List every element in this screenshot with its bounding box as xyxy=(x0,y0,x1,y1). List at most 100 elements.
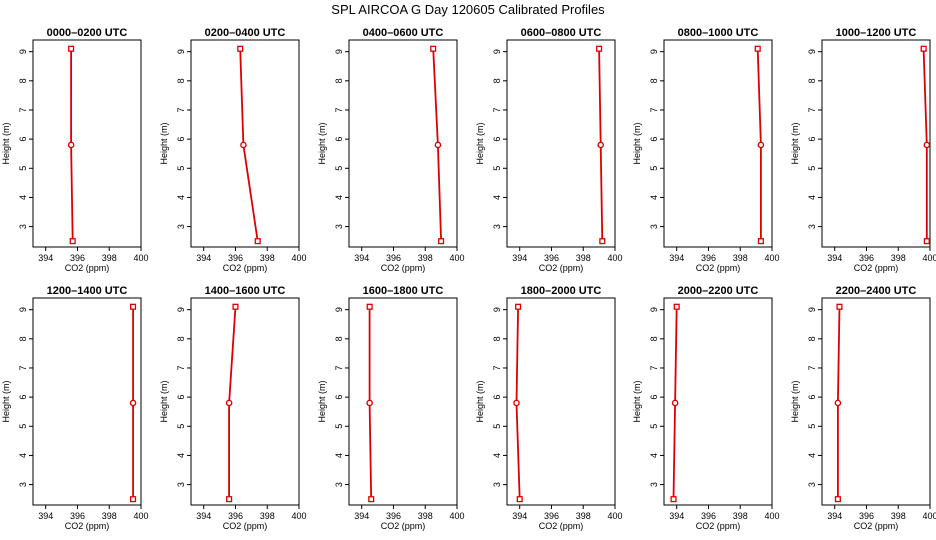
y-tick-label: 6 xyxy=(18,137,28,142)
y-tick-label: 3 xyxy=(18,224,28,229)
profile-point xyxy=(130,496,137,503)
y-tick-label: 4 xyxy=(18,195,28,200)
plot-frame xyxy=(190,297,300,506)
y-tick-label: 6 xyxy=(649,137,659,142)
profile-panel: 0200–0400 UTC 394 396 398 400 3 4 5 6 7 8 9 CO2 (ppm… xyxy=(159,27,307,273)
y-tick-label: 5 xyxy=(807,166,817,171)
x-tick-label: 394 xyxy=(38,511,53,521)
x-tick-label: 394 xyxy=(354,511,369,521)
y-tick-label: 5 xyxy=(334,424,344,429)
x-tick-label: 398 xyxy=(891,253,906,263)
profile-point xyxy=(596,45,603,52)
x-tick-label: 398 xyxy=(576,253,591,263)
x-tick-label: 400 xyxy=(922,511,936,521)
y-axis-label: Height (m) xyxy=(475,380,485,422)
profile-point xyxy=(67,141,75,149)
y-tick-label: 9 xyxy=(807,307,817,312)
y-axis-label: Height (m) xyxy=(317,122,327,164)
profile-point xyxy=(597,141,605,149)
y-tick-label: 9 xyxy=(492,49,502,54)
y-tick-label: 3 xyxy=(18,482,28,487)
profile-point xyxy=(225,399,233,407)
y-tick-label: 4 xyxy=(492,453,502,458)
y-axis-label: Height (m) xyxy=(159,122,169,164)
x-tick-label: 396 xyxy=(386,511,401,521)
y-tick-label: 4 xyxy=(18,453,28,458)
y-tick-label: 8 xyxy=(492,78,502,83)
y-tick-label: 7 xyxy=(334,107,344,112)
y-axis-label: Height (m) xyxy=(632,122,642,164)
y-tick-label: 5 xyxy=(18,166,28,171)
x-tick-label: 396 xyxy=(859,253,874,263)
x-axis-label: CO2 (ppm) xyxy=(854,263,899,273)
y-tick-label: 5 xyxy=(492,166,502,171)
x-axis-label: CO2 (ppm) xyxy=(539,521,584,531)
y-tick-label: 7 xyxy=(492,107,502,112)
plot-frame xyxy=(663,39,773,248)
y-tick-label: 8 xyxy=(492,336,502,341)
profile-point xyxy=(226,496,233,503)
y-tick-label: 6 xyxy=(649,395,659,400)
y-tick-label: 6 xyxy=(807,395,817,400)
x-tick-label: 396 xyxy=(701,253,716,263)
y-tick-label: 5 xyxy=(176,424,186,429)
x-axis-label: CO2 (ppm) xyxy=(223,263,268,273)
y-tick-label: 9 xyxy=(334,307,344,312)
x-tick-label: 396 xyxy=(228,511,243,521)
y-tick-label: 9 xyxy=(18,307,28,312)
y-tick-label: 4 xyxy=(334,195,344,200)
y-tick-label: 8 xyxy=(334,78,344,83)
y-tick-label: 5 xyxy=(649,424,659,429)
x-tick-label: 400 xyxy=(764,511,779,521)
y-tick-label: 3 xyxy=(492,482,502,487)
panel-title: 2200–2400 UTC xyxy=(836,285,917,297)
x-tick-label: 398 xyxy=(102,253,117,263)
profile-panel: 1000–1200 UTC 394 396 398 400 3 4 5 6 7 8 9 CO2 (ppm… xyxy=(790,27,936,273)
y-tick-label: 8 xyxy=(18,336,28,341)
profile-point xyxy=(599,238,606,245)
profile-point xyxy=(430,45,437,52)
y-axis-label: Height (m) xyxy=(632,380,642,422)
profile-panel: 1800–2000 UTC 394 396 398 400 3 4 5 6 7 8 9 CO2 (ppm… xyxy=(475,285,623,531)
y-tick-label: 7 xyxy=(176,365,186,370)
plot-frame xyxy=(663,297,773,506)
y-tick-label: 7 xyxy=(807,107,817,112)
y-tick-label: 8 xyxy=(176,336,186,341)
panel-title: 1200–1400 UTC xyxy=(47,285,128,297)
y-tick-label: 8 xyxy=(176,78,186,83)
x-tick-label: 400 xyxy=(607,511,622,521)
y-tick-label: 4 xyxy=(334,453,344,458)
x-tick-label: 400 xyxy=(607,253,622,263)
y-tick-label: 9 xyxy=(334,49,344,54)
x-tick-label: 398 xyxy=(733,253,748,263)
y-tick-label: 8 xyxy=(807,336,817,341)
x-tick-label: 396 xyxy=(70,511,85,521)
x-axis-label: CO2 (ppm) xyxy=(381,263,426,273)
plot-frame xyxy=(348,297,458,506)
y-tick-label: 8 xyxy=(649,78,659,83)
panel-title: 0400–0600 UTC xyxy=(363,27,444,39)
profile-point xyxy=(69,238,76,245)
y-tick-label: 4 xyxy=(492,195,502,200)
x-tick-label: 398 xyxy=(260,253,275,263)
y-tick-label: 8 xyxy=(18,78,28,83)
x-tick-label: 396 xyxy=(544,253,559,263)
x-tick-label: 398 xyxy=(418,253,433,263)
plot-frame xyxy=(821,39,931,248)
x-tick-label: 394 xyxy=(669,253,684,263)
x-tick-label: 400 xyxy=(133,511,148,521)
profile-point xyxy=(923,141,931,149)
profile-point xyxy=(438,238,445,245)
y-tick-label: 7 xyxy=(334,365,344,370)
x-tick-label: 400 xyxy=(291,253,306,263)
y-tick-label: 7 xyxy=(807,365,817,370)
x-tick-label: 398 xyxy=(260,511,275,521)
x-tick-label: 396 xyxy=(228,253,243,263)
y-tick-label: 8 xyxy=(334,336,344,341)
y-tick-label: 3 xyxy=(807,224,817,229)
panel-title: 1600–1800 UTC xyxy=(363,285,444,297)
profile-point xyxy=(757,238,764,245)
profile-panel: 2000–2200 UTC 394 396 398 400 3 4 5 6 7 8 9 CO2 (ppm… xyxy=(632,285,780,531)
y-tick-label: 6 xyxy=(334,395,344,400)
